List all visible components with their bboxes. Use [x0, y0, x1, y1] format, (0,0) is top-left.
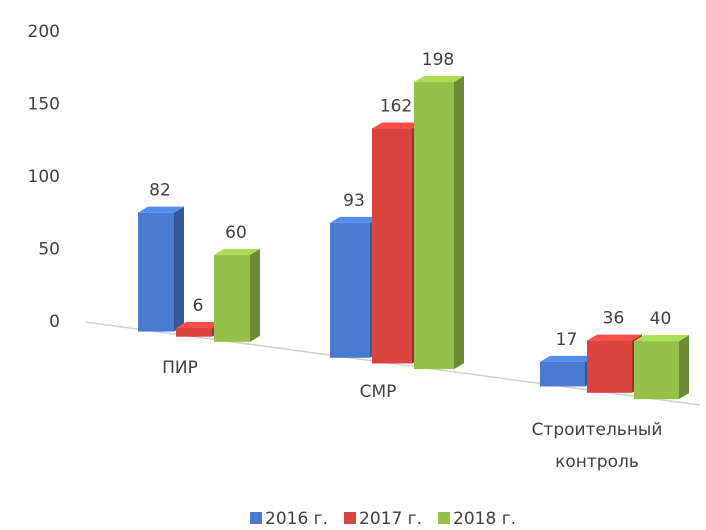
x-tick-label: СМР — [359, 382, 397, 402]
bar — [330, 222, 370, 358]
bar — [587, 340, 632, 393]
value-label: 82 — [149, 181, 171, 201]
y-tick-label: 200 — [28, 22, 60, 42]
bar-top — [372, 122, 422, 129]
value-label: 40 — [650, 309, 672, 329]
bar-top — [330, 216, 380, 223]
value-label: 36 — [603, 309, 625, 329]
legend-swatch — [438, 512, 451, 524]
bar-side — [679, 335, 689, 400]
bar-top — [634, 335, 689, 342]
legend-swatch — [250, 512, 262, 524]
value-label: 60 — [225, 223, 247, 243]
bar-top — [138, 206, 184, 213]
bar-top — [414, 76, 464, 83]
x-tick-label: ПИР — [162, 358, 198, 378]
legend-label: 2016 г. — [265, 509, 328, 529]
legend-swatch — [344, 512, 357, 524]
bar-side — [174, 206, 184, 332]
legend-label: 2017 г. — [359, 509, 422, 529]
value-label: 162 — [380, 97, 412, 117]
value-label: 6 — [193, 296, 204, 316]
bar — [138, 212, 174, 332]
y-tick-label: 150 — [28, 95, 60, 115]
y-tick-label: 50 — [38, 240, 60, 260]
bar-top — [176, 322, 222, 329]
bar-side — [250, 248, 260, 342]
x-tick-label: Строительный контроль — [531, 420, 663, 472]
bar-side — [454, 76, 464, 370]
value-label: 93 — [343, 191, 365, 211]
value-label: 17 — [556, 330, 578, 350]
y-tick-label: 0 — [49, 312, 60, 332]
bar-top — [540, 355, 595, 362]
bar-top — [214, 248, 260, 255]
bar — [634, 341, 679, 400]
legend-label: 2018 г. — [453, 509, 516, 529]
value-label: 198 — [422, 50, 454, 70]
bar — [372, 128, 412, 364]
bar — [176, 328, 212, 337]
bar-top — [587, 334, 642, 341]
bar — [540, 361, 585, 387]
bar — [414, 82, 454, 370]
y-tick-label: 100 — [28, 167, 60, 187]
bar — [214, 254, 250, 342]
